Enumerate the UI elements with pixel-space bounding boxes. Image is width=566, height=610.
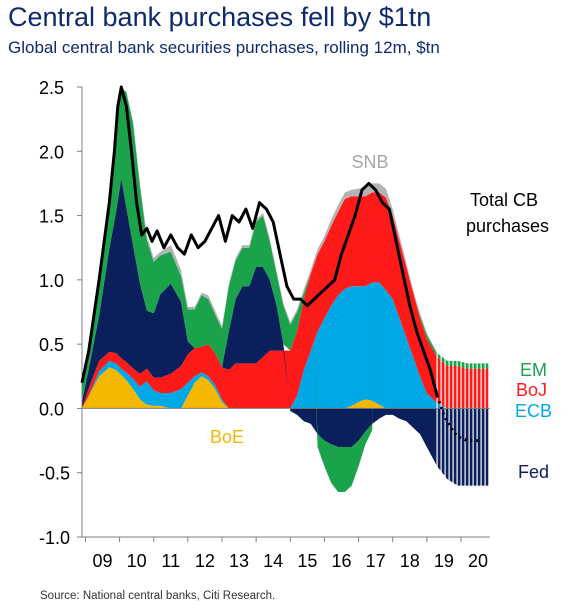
chart-subtitle: Global central bank securities purchases… (8, 38, 440, 57)
y-tick-label: 0.0 (39, 399, 64, 419)
x-tick-label: 19 (434, 551, 454, 571)
y-tick-label: 2.0 (39, 142, 64, 162)
label-snb: SNB (351, 152, 388, 172)
label-total-line1: Total CB (470, 190, 538, 210)
x-tick-label: 13 (229, 551, 249, 571)
y-tick-label: -1.0 (39, 528, 70, 548)
series-boe-area (82, 367, 489, 409)
y-tick-label: 2.5 (39, 78, 64, 98)
x-tick-label: 09 (92, 551, 112, 571)
x-tick-label: 10 (127, 551, 147, 571)
label-boe: BoE (210, 427, 244, 447)
label-fed: Fed (518, 462, 549, 482)
x-tick-label: 12 (195, 551, 215, 571)
x-tick-label: 16 (331, 551, 351, 571)
x-tick-label: 15 (297, 551, 317, 571)
series-ecb-area (82, 282, 489, 409)
chart-title: Central bank purchases fell by $1tn (8, 2, 432, 32)
series-em-area (82, 88, 489, 493)
chart-source: Source: National central banks, Citi Res… (40, 590, 276, 602)
y-tick-label: -0.5 (39, 464, 70, 484)
label-em: EM (520, 360, 547, 380)
x-tick-label: 18 (400, 551, 420, 571)
label-boj: BoJ (516, 380, 547, 400)
y-tick-label: 1.5 (39, 207, 64, 227)
x-tick-label: 20 (468, 551, 488, 571)
x-tick-label: 17 (366, 551, 386, 571)
x-tick-label: 11 (161, 551, 180, 571)
x-tick-label: 14 (263, 551, 283, 571)
total-cb-line (80, 85, 439, 396)
y-tick-label: 0.5 (39, 335, 64, 355)
label-ecb: ECB (515, 401, 552, 421)
series-boj-area (82, 192, 489, 409)
label-total-line2: purchases (466, 216, 549, 236)
y-tick-label: 1.0 (39, 271, 64, 291)
chart-canvas: 2.5 2.0 1.5 1.0 0.5 0.0 -0.5 -1.0 09 10 11 12 13 14 15… (39, 78, 552, 571)
